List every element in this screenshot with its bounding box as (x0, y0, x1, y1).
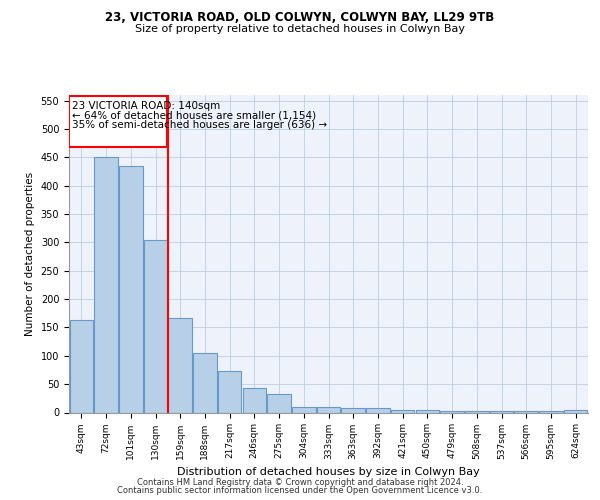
Bar (292, 407, 316, 412)
Bar (268, 394, 291, 412)
Bar (169, 318, 192, 412)
Bar (94, 158, 118, 412)
Bar (144, 240, 167, 412)
Text: 35% of semi-detached houses are larger (636) →: 35% of semi-detached houses are larger (… (72, 120, 327, 130)
Text: Size of property relative to detached houses in Colwyn Bay: Size of property relative to detached ho… (135, 24, 465, 34)
Bar (564, 410, 587, 412)
Bar (193, 353, 217, 412)
Bar (341, 408, 365, 412)
Bar (391, 410, 415, 412)
Text: 23, VICTORIA ROAD, OLD COLWYN, COLWYN BAY, LL29 9TB: 23, VICTORIA ROAD, OLD COLWYN, COLWYN BA… (106, 11, 494, 24)
Bar (366, 408, 389, 412)
Bar (242, 388, 266, 412)
Y-axis label: Number of detached properties: Number of detached properties (25, 172, 35, 336)
Bar (317, 407, 340, 412)
X-axis label: Distribution of detached houses by size in Colwyn Bay: Distribution of detached houses by size … (177, 467, 480, 477)
Bar (416, 410, 439, 412)
Text: 23 VICTORIA ROAD: 140sqm: 23 VICTORIA ROAD: 140sqm (72, 100, 220, 110)
Text: Contains HM Land Registry data © Crown copyright and database right 2024.: Contains HM Land Registry data © Crown c… (137, 478, 463, 487)
Text: Contains public sector information licensed under the Open Government Licence v3: Contains public sector information licen… (118, 486, 482, 495)
Bar (70, 320, 93, 412)
Bar (70, 96, 167, 147)
Bar (119, 166, 143, 412)
Bar (218, 370, 241, 412)
Text: ← 64% of detached houses are smaller (1,154): ← 64% of detached houses are smaller (1,… (72, 110, 316, 120)
